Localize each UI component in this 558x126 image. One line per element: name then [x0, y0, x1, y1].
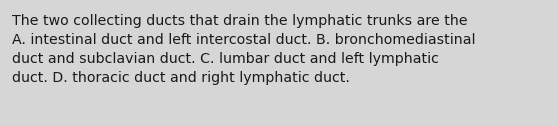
Text: The two collecting ducts that drain the lymphatic trunks are the
A. intestinal d: The two collecting ducts that drain the … [12, 14, 475, 85]
